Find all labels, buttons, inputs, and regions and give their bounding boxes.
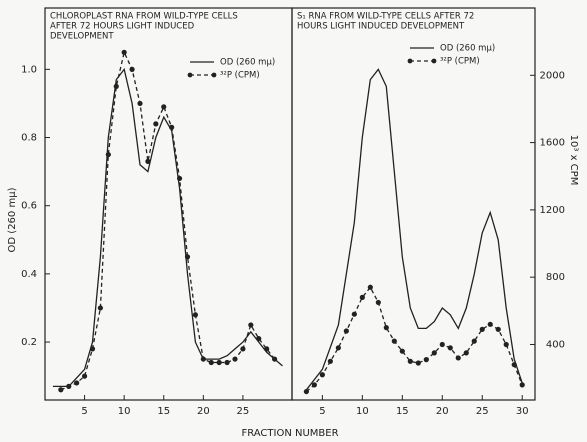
y2-tick-label: 2000	[540, 70, 565, 81]
plot-frame	[291, 7, 536, 401]
data-point	[359, 294, 365, 300]
data-point	[240, 346, 246, 352]
x-tick-label: 25	[476, 406, 489, 417]
x-tick-label: 30	[516, 406, 529, 417]
y-tick-label: 0.8	[21, 133, 37, 144]
data-point	[74, 380, 80, 386]
x-tick-label: 20	[197, 406, 210, 417]
x-tick-label: 20	[436, 406, 449, 417]
data-point	[375, 299, 381, 306]
data-point	[81, 373, 88, 379]
data-point	[343, 328, 349, 334]
chart-title: DEVELOPMENT	[50, 32, 114, 42]
data-point	[129, 66, 135, 72]
data-point	[121, 49, 127, 55]
data-point	[176, 175, 183, 182]
data-point	[495, 326, 501, 332]
series-line	[52, 67, 283, 388]
x-tick-label: 10	[118, 406, 131, 417]
y-tick-label: 0.6	[21, 201, 37, 212]
y-axis-label: OD (260 mμ)	[7, 187, 18, 252]
y-tick-label: 0.4	[21, 269, 37, 280]
data-point	[431, 350, 437, 356]
y-tick-label: 1.0	[21, 64, 37, 75]
legend-marker	[187, 72, 193, 78]
data-point	[89, 346, 96, 352]
data-point	[479, 326, 485, 332]
x-tick-label: 5	[81, 406, 87, 417]
data-point	[335, 345, 341, 351]
y2-tick-label: 800	[546, 272, 565, 283]
chart-title: AFTER 72 HOURS LIGHT INDUCED	[50, 22, 195, 32]
data-point	[447, 345, 453, 351]
y2-axis-label: 10³ x CPM	[568, 135, 579, 186]
legend-marker	[211, 72, 217, 78]
data-point	[439, 341, 445, 348]
data-point	[471, 338, 477, 344]
legend-label: OD (260 mμ)	[440, 44, 495, 54]
data-point	[169, 124, 175, 130]
data-point	[487, 321, 493, 327]
y2-tick-label: 1200	[540, 205, 565, 216]
x-tick-label: 15	[396, 406, 409, 417]
data-point	[224, 359, 230, 366]
data-point	[200, 356, 206, 362]
x-axis-label: FRACTION NUMBER	[241, 428, 338, 439]
data-point	[208, 359, 214, 366]
data-point	[58, 387, 64, 393]
data-point	[303, 388, 309, 395]
data-point	[367, 284, 373, 290]
series-line	[305, 68, 523, 391]
data-point	[161, 104, 167, 110]
chart-title: CHLOROPLAST RNA FROM WILD-TYPE CELLS	[50, 12, 238, 22]
data-point	[66, 383, 72, 389]
legend-label: ³²P (CPM)	[220, 71, 260, 81]
legend-label: OD (260 mμ)	[220, 58, 275, 68]
series-line	[60, 50, 276, 391]
data-point	[407, 358, 413, 364]
data-point	[97, 305, 104, 311]
data-point	[216, 359, 222, 366]
data-point	[256, 336, 262, 342]
legend-marker	[407, 58, 413, 64]
data-point	[511, 362, 517, 368]
data-point	[503, 341, 509, 348]
data-point	[271, 356, 278, 362]
x-tick-label: 10	[356, 406, 369, 417]
data-point	[391, 338, 397, 344]
data-point	[351, 311, 357, 317]
x-tick-label: 5	[319, 406, 325, 417]
chart-title: S₁ RNA FROM WILD-TYPE CELLS AFTER 72	[297, 12, 474, 22]
series-line	[305, 286, 523, 393]
data-point	[319, 372, 325, 378]
x-tick-label: 15	[157, 406, 170, 417]
data-point	[105, 151, 111, 158]
legend-marker	[431, 58, 437, 64]
chart-title: HOURS LIGHT INDUCED DEVELOPMENT	[297, 22, 465, 32]
data-point	[184, 254, 191, 260]
data-point	[463, 350, 469, 356]
data-point	[232, 356, 238, 362]
data-point	[519, 382, 525, 388]
data-point	[137, 100, 143, 107]
data-point	[113, 83, 119, 89]
data-point	[423, 357, 429, 363]
data-point	[145, 158, 151, 164]
data-point	[327, 358, 333, 364]
y2-tick-label: 400	[546, 339, 565, 350]
data-point	[455, 355, 461, 361]
data-point	[192, 312, 199, 318]
x-tick-label: 25	[237, 406, 250, 417]
data-point	[264, 346, 270, 352]
data-point	[248, 322, 254, 328]
data-point	[415, 360, 421, 366]
data-point	[399, 348, 405, 354]
legend-label: ³²P (CPM)	[440, 57, 480, 67]
y2-tick-label: 1600	[540, 138, 565, 149]
data-point	[311, 382, 317, 388]
data-point	[153, 121, 159, 127]
data-point	[383, 325, 389, 331]
y-tick-label: 0.2	[21, 337, 37, 348]
